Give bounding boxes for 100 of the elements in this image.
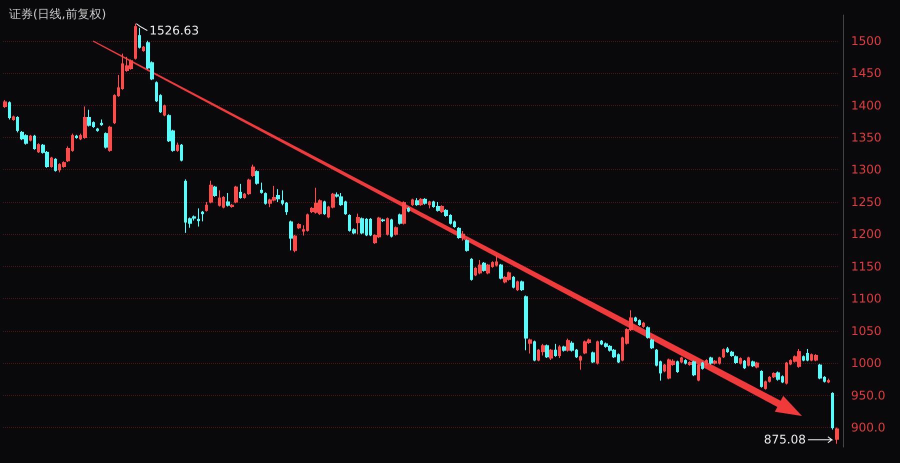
y-tick-label: 1450 <box>851 66 882 80</box>
candlestick <box>436 201 440 212</box>
candlestick <box>323 200 326 216</box>
y-tick-label: 1400 <box>851 98 882 112</box>
candlestick <box>180 143 183 162</box>
y-tick-label: 950.0 <box>851 388 886 402</box>
candlestick <box>528 338 532 354</box>
candlestick <box>83 106 87 140</box>
candlestick <box>20 130 24 141</box>
candlestick <box>713 359 717 365</box>
candlestick <box>486 263 490 275</box>
candlestick <box>760 370 763 388</box>
candlestick <box>465 238 469 252</box>
candlestick <box>314 187 318 214</box>
candlestick <box>108 125 112 152</box>
candlestick <box>709 356 713 365</box>
candlestick <box>554 343 557 358</box>
candlestick <box>415 198 419 206</box>
y-tick-label: 1050 <box>851 324 882 338</box>
candlestick <box>356 213 360 235</box>
candlestick <box>62 160 66 168</box>
candlestick <box>747 356 750 367</box>
candlestick <box>499 263 503 280</box>
candlestick <box>360 216 364 235</box>
candlestick <box>533 340 536 362</box>
candlestick <box>764 380 767 390</box>
candlestick <box>37 142 40 154</box>
candlestick <box>142 45 145 52</box>
candlestick <box>419 198 423 206</box>
candlestick <box>697 363 700 382</box>
y-tick-label: 1150 <box>851 259 882 274</box>
annotation: 875.08 <box>764 432 806 447</box>
candlestick <box>457 226 461 240</box>
candlestick <box>583 340 587 355</box>
candlestick <box>16 116 19 133</box>
candlestick <box>638 318 641 326</box>
candlestick <box>768 376 771 384</box>
candlestick <box>545 344 549 359</box>
candlestick <box>129 58 133 70</box>
candlestick <box>381 218 385 222</box>
candlestick <box>596 340 599 365</box>
candlestick <box>297 222 301 230</box>
candlestick <box>579 354 582 370</box>
candlestick <box>230 203 234 208</box>
candlestick <box>138 27 141 50</box>
candlestick <box>176 142 179 152</box>
candlestick <box>835 427 839 444</box>
candlestick <box>776 371 780 382</box>
candlestick <box>226 192 230 207</box>
candlestick <box>680 356 683 364</box>
candlestick <box>566 338 570 352</box>
candlestick <box>213 185 217 198</box>
candlestick <box>549 348 553 360</box>
candlestick <box>684 358 687 365</box>
candlestick <box>247 178 251 196</box>
candlestick <box>818 363 822 380</box>
candlestick <box>701 361 704 370</box>
candlestick <box>251 164 255 178</box>
candlestick <box>264 192 267 206</box>
candlestick <box>3 100 7 108</box>
candlestick <box>407 206 410 213</box>
candlestick <box>386 216 389 236</box>
candlestick <box>751 360 755 368</box>
candlestick <box>772 372 776 379</box>
candlestick <box>423 198 427 206</box>
candlestick <box>692 360 696 377</box>
candlestick <box>562 345 566 352</box>
y-tick-label: 900.0 <box>851 420 886 435</box>
candlestick <box>470 258 473 282</box>
candlestick <box>827 378 830 384</box>
candlestick <box>402 200 406 226</box>
y-tick-label: 1300 <box>851 162 882 177</box>
candlestick <box>634 316 637 322</box>
candlestick <box>12 115 15 122</box>
candlestick <box>255 170 259 186</box>
y-tick-label: 1500 <box>851 34 882 48</box>
candlestick <box>276 188 280 202</box>
candlestick <box>507 271 511 282</box>
candlestick <box>524 294 528 351</box>
candlestick <box>512 276 515 289</box>
candlestick <box>722 348 725 359</box>
candlestick <box>797 348 801 368</box>
candlestick <box>495 255 498 267</box>
candlestick <box>688 360 692 366</box>
candlestick <box>205 201 208 212</box>
candlestick <box>390 218 393 238</box>
candlestick <box>646 326 650 340</box>
candlestick <box>100 118 103 126</box>
candlestick <box>503 276 507 284</box>
candlestick <box>785 361 788 385</box>
candlestick <box>75 134 78 140</box>
candlestick <box>482 261 486 272</box>
candlestick <box>461 230 465 242</box>
candlestick <box>676 360 679 374</box>
candlestick <box>411 198 414 206</box>
candlestick <box>734 354 738 364</box>
candlestick <box>197 208 200 227</box>
candlestick <box>209 180 213 204</box>
candlestick <box>478 260 482 275</box>
candlestick <box>831 392 834 430</box>
